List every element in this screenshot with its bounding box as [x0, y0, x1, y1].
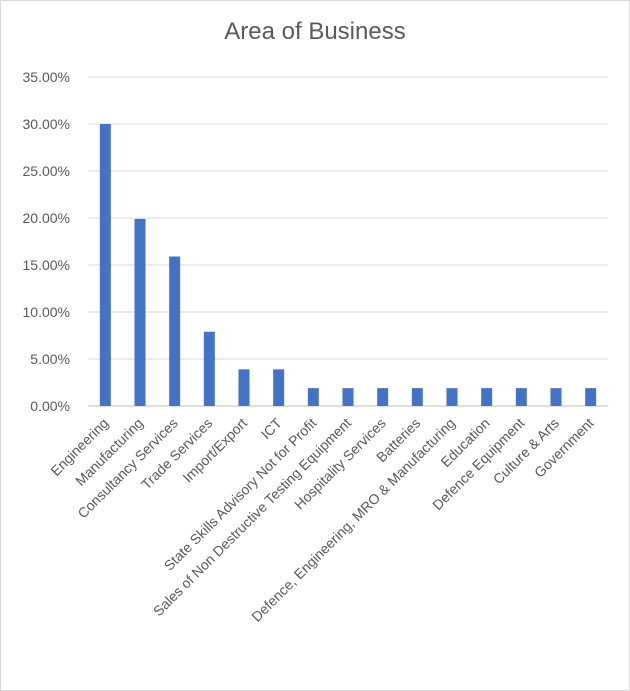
bar	[203, 331, 215, 406]
y-tick-label: 15.00%	[23, 257, 70, 273]
bar	[342, 388, 354, 406]
bar	[411, 388, 423, 406]
y-tick-label: 25.00%	[23, 163, 70, 179]
bar	[169, 256, 181, 406]
y-tick-label: 5.00%	[30, 351, 70, 367]
gridlines	[88, 76, 608, 407]
bar	[550, 388, 562, 406]
bar	[481, 388, 493, 406]
chart-title: Area of Business	[224, 18, 406, 45]
bar	[377, 388, 389, 406]
bar	[515, 388, 527, 406]
y-tick-label: 20.00%	[23, 210, 70, 226]
y-tick-label: 10.00%	[23, 304, 70, 320]
bar	[99, 124, 111, 406]
bar	[585, 388, 597, 406]
bar	[273, 369, 285, 406]
bar	[446, 388, 458, 406]
bars	[99, 124, 597, 406]
y-tick-label: 30.00%	[23, 116, 70, 132]
x-category-label: ICT	[258, 414, 286, 442]
y-tick-label: 0.00%	[30, 398, 70, 414]
bar	[307, 388, 319, 406]
y-axis-tick-labels: 0.00% 5.00% 10.00% 15.00% 20.00% 25.00% 30.00%…	[23, 69, 70, 414]
y-tick-label: 35.00%	[23, 69, 70, 85]
bar	[238, 369, 250, 406]
bar	[134, 218, 146, 406]
